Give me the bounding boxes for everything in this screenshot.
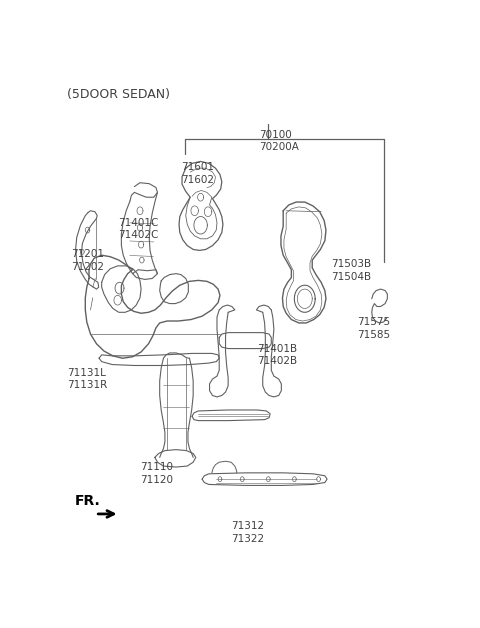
- Text: 71401C
71402C: 71401C 71402C: [118, 218, 158, 241]
- Text: 71503B
71504B: 71503B 71504B: [332, 259, 372, 281]
- Text: (5DOOR SEDAN): (5DOOR SEDAN): [67, 89, 170, 101]
- Text: 71575
71585: 71575 71585: [358, 317, 391, 340]
- Text: 71601
71602: 71601 71602: [181, 163, 214, 185]
- Text: FR.: FR.: [75, 494, 101, 508]
- Text: 71401B
71402B: 71401B 71402B: [257, 344, 297, 366]
- Text: 71131L
71131R: 71131L 71131R: [67, 368, 108, 391]
- Text: 71110
71120: 71110 71120: [140, 462, 173, 485]
- Text: 71312
71322: 71312 71322: [231, 521, 264, 544]
- Text: 70100
70200A: 70100 70200A: [259, 129, 299, 152]
- Text: 71201
71202: 71201 71202: [71, 249, 104, 272]
